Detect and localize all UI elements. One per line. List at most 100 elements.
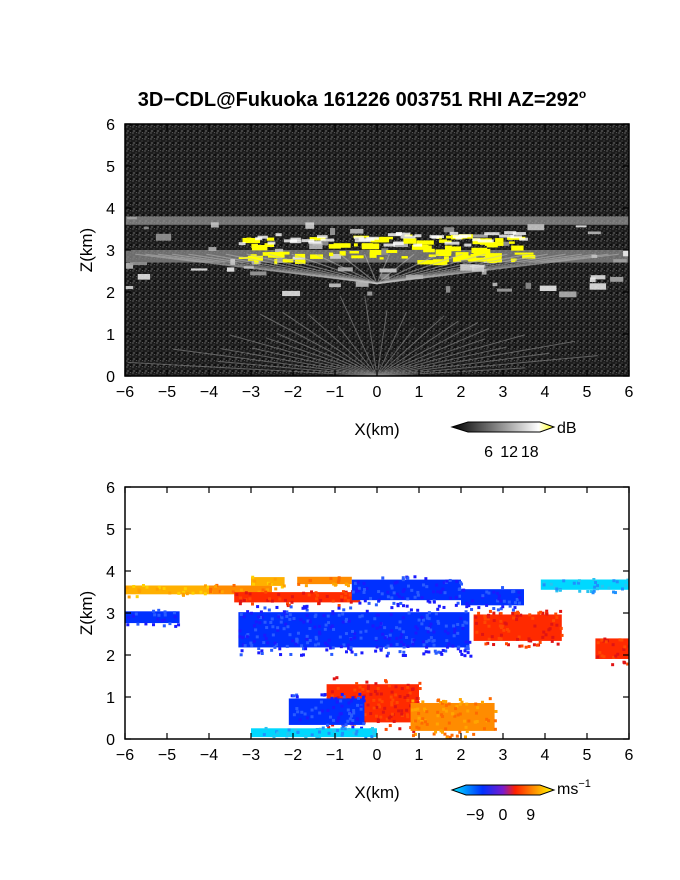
- velocity-pixel: [499, 612, 503, 616]
- velocity-pixel: [206, 585, 210, 589]
- cloud-ray: [376, 253, 508, 285]
- velocity-pixel: [502, 628, 506, 632]
- velocity-pixel: [417, 618, 421, 622]
- velocity-pixel: [375, 626, 379, 630]
- velocity-pixel: [344, 632, 348, 636]
- backscatter-y-tick-label: 5: [106, 159, 115, 176]
- velocity-pixel: [554, 612, 558, 616]
- velocity-pixel: [262, 641, 266, 645]
- velocity-pixel: [258, 616, 262, 620]
- velocity-pixel: [401, 616, 405, 620]
- velocity-pixel: [444, 703, 448, 707]
- low-level-ray: [376, 334, 525, 376]
- velocity-pixel: [392, 601, 396, 605]
- velocity-pixel: [340, 595, 344, 599]
- velocity-pixel: [393, 705, 397, 709]
- velocity-pixel: [145, 585, 149, 589]
- velocity-pixel: [157, 613, 161, 617]
- low-level-ray: [376, 311, 407, 376]
- velocity-pixel: [549, 582, 553, 586]
- velocity-pixel: [544, 633, 548, 637]
- velocity-pixel: [257, 651, 261, 655]
- velocity-pixel: [422, 643, 426, 647]
- velocity-pixel: [417, 716, 421, 720]
- velocity-pixel: [402, 643, 406, 647]
- cloud-echo-cell: [379, 268, 397, 273]
- bright-echo-cell: [366, 236, 379, 240]
- velocity-pixel: [390, 629, 394, 633]
- backscatter-x-tick-label: 1: [415, 384, 424, 401]
- velocity-pixel: [440, 652, 444, 656]
- velocity-pixel: [335, 700, 339, 704]
- cloud-echo-cell: [210, 222, 219, 228]
- velocity-pixel: [290, 600, 294, 604]
- velocity-pixel: [616, 652, 620, 656]
- velocity-pixel: [458, 712, 462, 716]
- low-level-ray: [229, 334, 378, 376]
- cloud-ray: [364, 253, 378, 284]
- backscatter-y-tick-label: 4: [106, 201, 115, 218]
- velocity-pixel: [586, 590, 590, 594]
- velocity-pixel: [406, 644, 410, 648]
- cloud-echo-cell: [589, 277, 596, 283]
- velocity-pixel: [465, 621, 469, 625]
- velocity-pixel: [450, 733, 454, 737]
- velocity-pixel: [288, 633, 292, 637]
- cloud-ray: [376, 253, 390, 284]
- velocity-pixel: [406, 698, 410, 702]
- velocity-pixel: [381, 710, 385, 714]
- velocity-pixel: [598, 651, 602, 655]
- velocity-pixel: [318, 632, 322, 636]
- velocity-pixel: [347, 646, 351, 650]
- cloud-echo-cell: [590, 275, 606, 280]
- velocity-pixel: [401, 589, 405, 593]
- velocity-pixel: [421, 640, 425, 644]
- velocity-pixel: [313, 615, 317, 619]
- velocity-pixel: [400, 632, 404, 636]
- strong-echo-cell: [511, 245, 524, 251]
- velocity-pixel: [314, 613, 318, 617]
- velocity-pixel: [260, 651, 264, 655]
- velocity-pixel: [453, 627, 457, 631]
- velocity-pixel: [389, 695, 393, 699]
- velocity-pixel: [387, 684, 391, 688]
- bright-echo-cell: [301, 239, 315, 243]
- velocity-pixel: [318, 711, 322, 715]
- velocity-pixel: [596, 655, 600, 659]
- velocity-pixel: [539, 610, 543, 614]
- velocity-pixel: [295, 638, 299, 642]
- backscatter-x-tick-label: 2: [457, 384, 466, 401]
- velocity-pixel: [399, 635, 403, 639]
- velocity-pixel: [424, 650, 428, 654]
- velocity-pixel: [395, 580, 399, 584]
- velocity-pixel: [310, 708, 314, 712]
- velocity-pixel: [458, 730, 462, 734]
- velocity-pixel: [416, 627, 420, 631]
- velocity-pixel: [318, 630, 322, 634]
- velocity-pixel: [375, 692, 379, 696]
- velocity-pixel: [421, 717, 425, 721]
- velocity-pixel: [339, 712, 343, 716]
- velocity-pixel: [429, 636, 433, 640]
- velocity-pixel: [432, 590, 436, 594]
- velocity-pixel: [286, 625, 290, 629]
- backscatter-x-tick-label: 0: [373, 384, 382, 401]
- velocity-pixel: [358, 615, 362, 619]
- strong-echo-cell: [369, 252, 377, 258]
- velocity-pixel: [323, 627, 327, 631]
- velocity-pixel: [472, 732, 476, 736]
- velocity-pixel: [246, 610, 250, 614]
- velocity-pixel: [400, 709, 404, 713]
- velocity-pixel: [419, 719, 423, 723]
- velocity-pixel: [346, 643, 350, 647]
- velocity-pixel: [239, 613, 243, 617]
- velocity-pixel: [302, 605, 306, 609]
- velocity-pixel: [214, 584, 218, 588]
- velocity-pixel: [266, 641, 270, 645]
- velocity-pixel: [560, 633, 564, 637]
- low-level-ray: [265, 337, 378, 376]
- velocity-pixel: [425, 645, 429, 649]
- velocity-pixel: [379, 621, 383, 625]
- velocity-pixel: [199, 590, 203, 594]
